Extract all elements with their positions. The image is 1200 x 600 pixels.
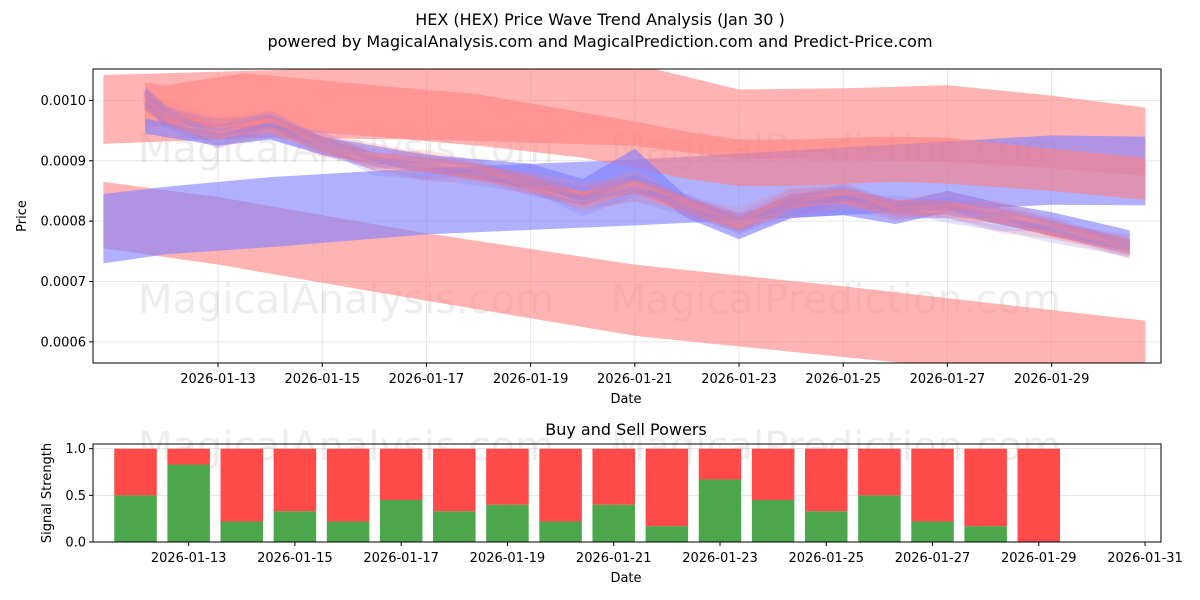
sell-bar — [911, 448, 954, 522]
price-band-red-3 — [145, 73, 1146, 200]
top-y-tick-label: 0.0006 — [41, 335, 87, 350]
wave-line — [142, 90, 1131, 246]
sell-bar — [858, 448, 901, 496]
top-x-tick-label: 2026-01-17 — [389, 372, 465, 387]
sell-bar — [539, 448, 582, 522]
wave-line — [143, 91, 1131, 245]
buy-bar — [273, 511, 317, 542]
bottom-x-tick-label: 2026-01-13 — [151, 551, 227, 566]
sell-bar — [486, 448, 529, 505]
top-x-tick-label: 2026-01-23 — [701, 372, 777, 387]
price-bands — [103, 69, 1146, 363]
sell-bar — [751, 448, 795, 500]
bottom-y-axis-label: Signal Strength — [40, 443, 55, 543]
buy-sell-chart: Buy and Sell Powers MagicalAnalysis.com … — [40, 420, 1183, 586]
sell-bar — [220, 448, 264, 522]
buy-bar — [911, 521, 954, 542]
bottom-x-ticks: 2026-01-13 2026-01-15 2026-01-17 2026-01-19… — [151, 542, 1183, 566]
buy-bar — [379, 500, 423, 542]
top-y-ticks: 0.0006 0.0007 0.0008 0.0009 0.0010 — [41, 94, 93, 350]
top-x-tick-label: 2026-01-13 — [180, 372, 256, 387]
bottom-x-axis-label: Date — [610, 571, 641, 586]
wave-line — [143, 94, 1131, 246]
bottom-y-tick-label: 0.0 — [65, 536, 86, 551]
top-x-tick-label: 2026-01-21 — [597, 372, 673, 387]
top-x-tick-label: 2026-01-27 — [910, 372, 986, 387]
bottom-x-tick-label: 2026-01-31 — [1107, 551, 1183, 566]
bottom-plot-frame — [92, 443, 1162, 543]
buy-bar — [858, 495, 901, 542]
buy-bar — [326, 521, 370, 542]
wave-line — [142, 93, 1131, 252]
bottom-y-tick-label: 1.0 — [65, 442, 86, 457]
bottom-chart-title: Buy and Sell Powers — [545, 420, 707, 439]
wave-line — [143, 101, 1131, 259]
buy-bar — [805, 511, 848, 542]
top-plot-frame — [92, 68, 1162, 364]
wave-line — [142, 94, 1131, 253]
price-band-blue-4 — [145, 118, 1130, 252]
bottom-x-tick-label: 2026-01-29 — [1001, 551, 1077, 566]
buy-bar — [964, 526, 1007, 542]
top-y-axis-label: Price — [15, 200, 30, 232]
bottom-y-ticks: 0.0 0.5 1.0 — [65, 442, 93, 551]
wave-line — [142, 89, 1131, 248]
top-x-tick-label: 2026-01-25 — [805, 372, 881, 387]
top-x-tick-label: 2026-01-29 — [1014, 372, 1090, 387]
wave-line — [143, 105, 1131, 259]
sell-bar — [114, 448, 157, 496]
wave-line — [143, 98, 1131, 251]
top-x-tick-label: 2026-01-19 — [493, 372, 569, 387]
buy-bar — [167, 464, 210, 542]
buy-bar — [592, 504, 635, 542]
bottom-y-tick-label: 0.5 — [65, 489, 86, 504]
buy-bar — [220, 521, 264, 542]
buy-bar — [645, 526, 689, 542]
wave-line — [142, 87, 1131, 241]
wave-line — [143, 104, 1131, 257]
buy-bar — [486, 504, 529, 542]
buy-bar — [539, 521, 582, 542]
bottom-x-tick-label: 2026-01-25 — [788, 551, 864, 566]
bottom-x-tick-label: 2026-01-19 — [470, 551, 546, 566]
buy-bar — [751, 500, 795, 542]
bottom-x-tick-label: 2026-01-27 — [895, 551, 971, 566]
wave-line — [142, 99, 1131, 256]
buy-bar — [433, 511, 476, 542]
wave-line — [143, 90, 1131, 242]
chart-subtitle: powered by MagicalAnalysis.com and Magic… — [267, 32, 932, 51]
bottom-x-tick-label: 2026-01-21 — [576, 551, 652, 566]
sell-bar — [805, 448, 848, 512]
wave-lines — [142, 87, 1131, 259]
chart-title: HEX (HEX) Price Wave Trend Analysis (Jan… — [415, 10, 785, 29]
sell-bar — [698, 448, 742, 480]
bottom-x-tick-label: 2026-01-17 — [363, 551, 439, 566]
top-y-tick-label: 0.0009 — [41, 154, 87, 169]
buy-sell-bars — [114, 448, 1061, 542]
buy-bar — [114, 495, 157, 542]
top-x-axis-label: Date — [610, 392, 641, 407]
top-y-tick-label: 0.0008 — [41, 215, 87, 230]
wave-line — [143, 98, 1131, 253]
price-wave-chart: MagicalAnalysis.com MagicalPrediction.co… — [15, 68, 1162, 407]
sell-bar — [645, 448, 689, 527]
sell-bar — [379, 448, 423, 500]
sell-bar — [273, 448, 317, 512]
top-x-ticks: 2026-01-13 2026-01-15 2026-01-17 2026-01-19… — [180, 363, 1089, 387]
buy-bar — [698, 479, 742, 542]
top-y-tick-label: 0.0007 — [41, 275, 87, 290]
sell-bar — [167, 448, 210, 465]
bottom-x-tick-label: 2026-01-15 — [257, 551, 333, 566]
bottom-x-tick-label: 2026-01-23 — [682, 551, 758, 566]
sell-bar — [964, 448, 1007, 527]
sell-bar — [1017, 448, 1061, 542]
sell-bar — [433, 448, 476, 512]
top-x-tick-label: 2026-01-15 — [284, 372, 360, 387]
top-y-tick-label: 0.0010 — [41, 94, 87, 109]
sell-bar — [592, 448, 635, 505]
sell-bar — [326, 448, 370, 522]
